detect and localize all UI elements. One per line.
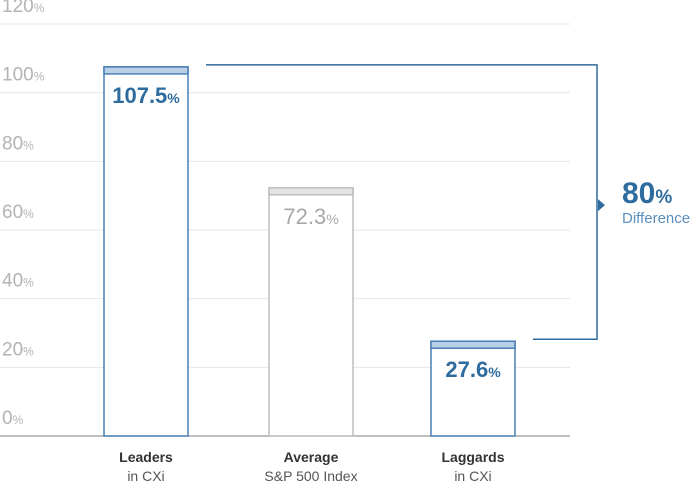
bar-body	[103, 66, 189, 437]
data-label-value: 72.3	[283, 204, 326, 229]
y-tick-value: 120	[2, 0, 34, 17]
category-sublabel: in CXi	[127, 468, 164, 484]
bar-0	[103, 66, 189, 437]
y-tick-unit: %	[23, 138, 34, 152]
bar-2	[430, 340, 516, 437]
y-tick-value: 20	[2, 339, 23, 360]
y-tick-label: 100%	[2, 65, 45, 86]
bar-cap	[430, 340, 516, 349]
y-tick-unit: %	[23, 207, 34, 221]
data-label: 107.5%	[112, 83, 180, 108]
y-tick-unit: %	[34, 70, 45, 84]
y-tick-unit: %	[23, 276, 34, 290]
y-tick-unit: %	[34, 1, 45, 15]
difference-unit: %	[655, 187, 672, 208]
category-label: Leaders	[119, 449, 173, 465]
category-label: Average	[284, 449, 339, 465]
bar-body	[268, 187, 354, 437]
y-tick-unit: %	[13, 413, 24, 427]
y-tick-label: 60%	[2, 202, 34, 223]
bar-cap	[268, 187, 354, 196]
y-tick-value: 60	[2, 202, 23, 223]
y-tick-unit: %	[23, 344, 34, 358]
y-tick-label: 40%	[2, 271, 34, 292]
y-tick-label: 80%	[2, 133, 34, 154]
difference-value: 80%	[622, 177, 672, 210]
y-tick-label: 20%	[2, 339, 34, 360]
data-label-value: 107.5	[112, 83, 167, 108]
data-label-unit: %	[167, 90, 180, 106]
category-sublabel: in CXi	[454, 468, 491, 484]
data-label-unit: %	[326, 211, 338, 227]
difference-arrow	[598, 199, 605, 212]
difference-label: Difference	[622, 210, 690, 227]
bar-cap	[103, 66, 189, 75]
y-tick-label: 0%	[2, 408, 24, 429]
data-label-unit: %	[488, 364, 501, 380]
y-tick-value: 40	[2, 271, 23, 292]
difference-number: 80	[622, 177, 655, 210]
y-tick-value: 100	[2, 65, 34, 86]
bar-body	[430, 340, 516, 437]
difference-bracket	[206, 64, 598, 340]
data-label: 27.6%	[445, 357, 501, 382]
y-tick-value: 0	[2, 408, 13, 429]
bar-1	[268, 187, 354, 437]
data-label: 72.3%	[283, 204, 338, 229]
category-sublabel: S&P 500 Index	[264, 468, 357, 484]
y-tick-value: 80	[2, 133, 23, 154]
data-label-value: 27.6	[445, 357, 488, 382]
category-label: Laggards	[441, 449, 504, 465]
y-tick-label: 120%	[2, 0, 45, 17]
